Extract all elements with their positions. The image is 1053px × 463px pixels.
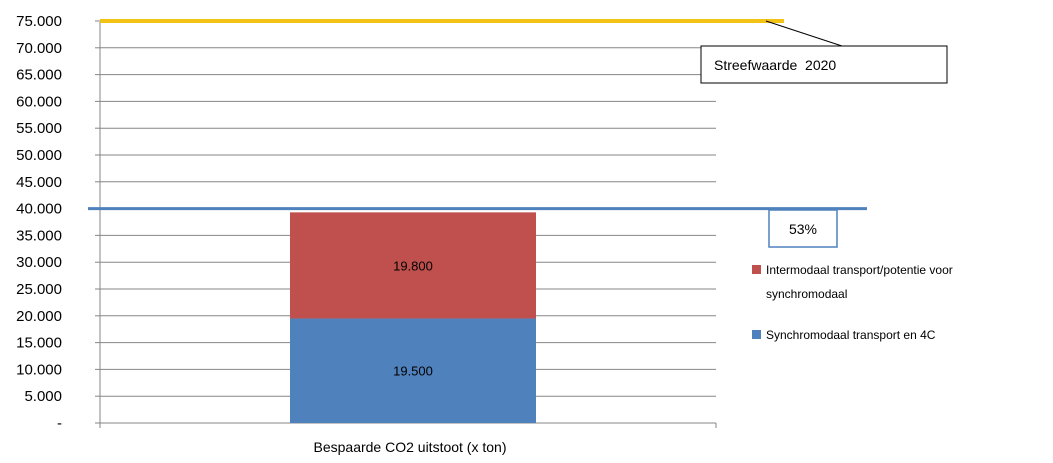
y-tick-label: 70.000 — [16, 40, 62, 57]
y-tick-label: 65.000 — [16, 67, 62, 84]
y-tick-label: 45.000 — [16, 174, 62, 191]
percentage-callout-box — [768, 209, 838, 248]
y-tick-label: 30.000 — [16, 254, 62, 271]
legend-label-synchromodaal: Synchromodaal transport en 4C — [766, 328, 936, 342]
target-callout-leader — [765, 20, 843, 47]
bar-segment-synchromodaal — [290, 318, 536, 423]
percentage-callout-text: 53% — [789, 221, 817, 237]
y-tick-label: - — [57, 415, 62, 432]
target-callout-box — [700, 45, 948, 84]
legend-label-intermodaal: Intermodaal transport/potentie voor — [766, 263, 953, 277]
bar-stack — [290, 212, 536, 423]
reference-lines — [88, 19, 867, 211]
segment-labels: 19.500 19.800 — [393, 258, 433, 378]
y-tick-label: 60.000 — [16, 93, 62, 110]
legend-swatch-intermodaal — [752, 265, 761, 274]
y-tick-label: 40.000 — [16, 201, 62, 218]
x-axis — [99, 422, 717, 428]
y-tick-label: 25.000 — [16, 281, 62, 298]
y-tick-label: 75.000 — [16, 13, 62, 30]
legend-swatch-synchromodaal — [752, 330, 761, 339]
y-axis — [95, 20, 101, 424]
legend-label-intermodaal-line2: synchromodaal — [766, 287, 847, 301]
y-tick-label: 35.000 — [16, 227, 62, 244]
y-tick-label: 20.000 — [16, 308, 62, 325]
bar-value-label-intermodaal: 19.800 — [393, 258, 433, 273]
y-tick-label: 5.000 — [24, 388, 62, 405]
bar-value-label-synchromodaal: 19.500 — [393, 364, 433, 379]
y-tick-label: 50.000 — [16, 147, 62, 164]
bar-segment-intermodaal — [290, 212, 536, 319]
y-tick-label: 55.000 — [16, 120, 62, 137]
target-callout: Streefwaarde 2020 — [700, 20, 948, 84]
legend: Intermodaal transport/potentie voor sync… — [752, 263, 953, 342]
y-tick-label: 10.000 — [16, 361, 62, 378]
y-tick-labels: - 5.000 10.000 15.000 20.000 25.000 30.000 35.0… — [16, 13, 62, 432]
target-callout-text: Streefwaarde 2020 — [714, 57, 836, 73]
x-category-label: Bespaarde CO2 uitstoot (x ton) — [314, 439, 507, 455]
y-tick-label: 15.000 — [16, 335, 62, 352]
percentage-callout: 53% — [768, 209, 838, 248]
